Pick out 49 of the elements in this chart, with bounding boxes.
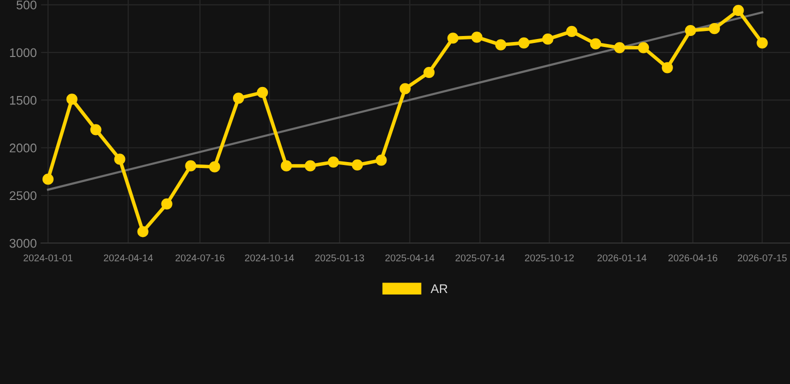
y-tick-label: 3000 [10, 238, 36, 248]
point [471, 32, 482, 43]
y-tick-label: 500 [16, 0, 36, 10]
x-tick-label: 2025-01-13 [315, 254, 364, 262]
point [662, 62, 673, 74]
x-tick-label: 2024-04-14 [104, 254, 153, 262]
point [756, 37, 768, 48]
point [638, 42, 650, 54]
point [185, 160, 196, 172]
x-tick-label: 2024-07-16 [176, 254, 224, 262]
point [352, 159, 363, 170]
point [66, 94, 78, 105]
y-tick-label: 1500 [10, 96, 36, 105]
point [137, 226, 148, 238]
point [328, 156, 339, 168]
point [42, 174, 54, 185]
point [518, 37, 530, 48]
y-tick-label: 1000 [10, 48, 36, 58]
point [495, 39, 506, 50]
point [232, 92, 244, 104]
x-tick-label: 2025-10-12 [524, 254, 574, 262]
point [447, 32, 459, 44]
x-tick-label: 2024-10-14 [245, 254, 294, 262]
point [684, 24, 696, 36]
point [566, 26, 578, 38]
point [614, 42, 626, 54]
point [423, 66, 435, 78]
point [542, 34, 554, 45]
point [161, 198, 172, 210]
point [209, 161, 220, 172]
x-tick-label: 2026-04-16 [668, 254, 718, 262]
point [400, 83, 411, 94]
x-tick-label: 2026-01-14 [597, 254, 646, 262]
point [256, 86, 268, 98]
point [732, 4, 744, 16]
point [304, 160, 316, 172]
y-tick-label: 2000 [10, 144, 36, 152]
x-tick-label: 2025-04-14 [385, 254, 434, 262]
point [590, 38, 602, 50]
point [280, 160, 292, 172]
x-tick-label: 2024-01-01 [24, 254, 72, 262]
x-tick-label: 2026-07-15 [738, 254, 787, 262]
legend-label: AR [430, 284, 448, 293]
point [90, 124, 102, 136]
y-tick-label: 2500 [10, 191, 36, 200]
point [376, 154, 387, 166]
point [708, 23, 720, 34]
point [114, 154, 126, 165]
x-tick-label: 2025-07-14 [456, 254, 505, 262]
